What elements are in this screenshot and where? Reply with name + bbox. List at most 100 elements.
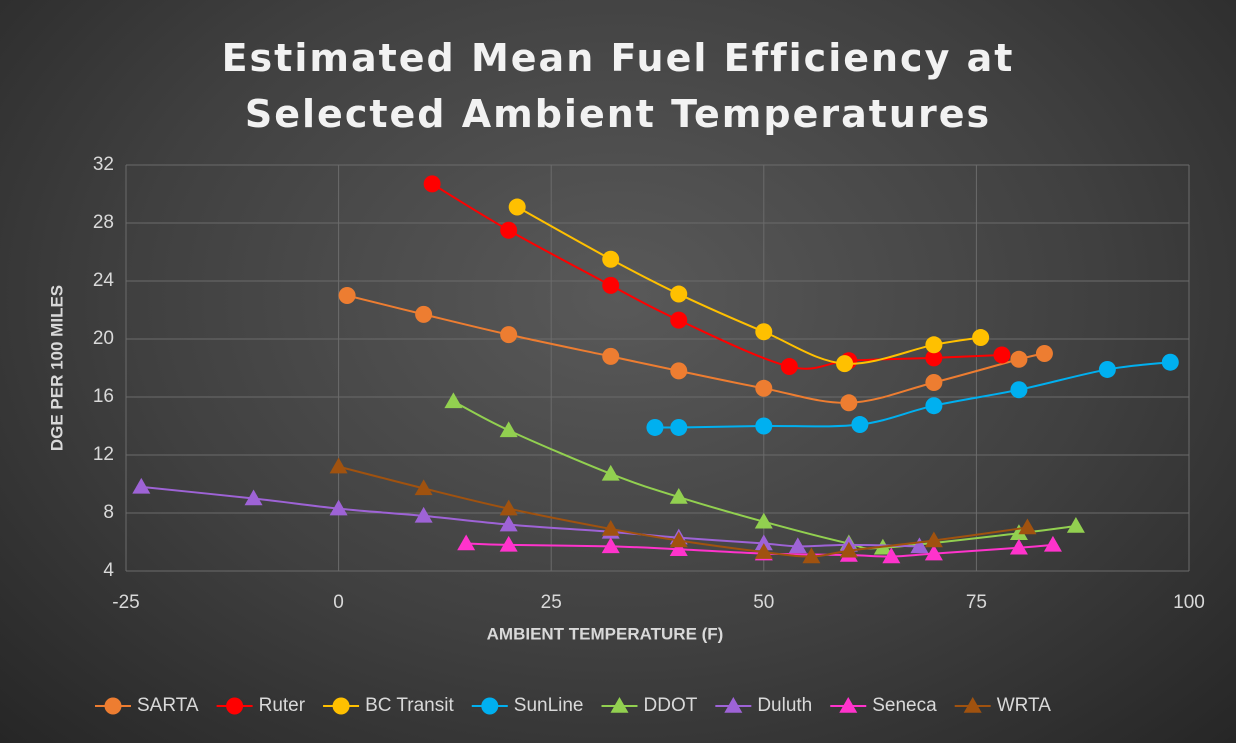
data-point	[646, 418, 664, 436]
x-axis-title: AMBIENT TEMPERATURE (F)	[487, 624, 724, 643]
data-point	[244, 489, 263, 506]
data-point	[925, 349, 943, 367]
legend-marker	[332, 697, 350, 715]
data-point	[925, 397, 943, 415]
data-point	[499, 515, 518, 532]
data-point	[754, 534, 773, 551]
data-point	[329, 499, 348, 516]
data-point	[499, 535, 518, 552]
series-line	[338, 465, 1028, 558]
legend-marker	[610, 697, 629, 713]
y-tick-label: 12	[93, 444, 114, 465]
data-point	[414, 479, 433, 496]
data-point	[851, 416, 869, 434]
data-point	[882, 547, 901, 564]
data-point	[802, 547, 821, 564]
data-point	[457, 534, 476, 551]
series-line	[466, 542, 1054, 558]
data-point	[132, 477, 151, 494]
data-point	[602, 250, 620, 268]
data-point	[670, 311, 688, 329]
data-point	[415, 305, 433, 323]
data-point	[755, 417, 773, 435]
data-point	[840, 394, 858, 412]
data-point	[780, 358, 798, 376]
legend-label: BC Transit	[365, 695, 454, 716]
legend-marker	[839, 697, 858, 713]
legend-marker	[963, 697, 982, 713]
data-point	[925, 336, 943, 354]
legend-label: SunLine	[514, 695, 584, 716]
data-point	[601, 519, 620, 536]
data-point	[1066, 517, 1085, 533]
data-point	[754, 512, 773, 529]
data-point	[1098, 360, 1116, 378]
data-point	[1043, 535, 1062, 552]
data-point	[670, 362, 688, 380]
data-point	[602, 276, 620, 294]
data-point	[910, 537, 929, 554]
x-tick-label: -25	[112, 592, 139, 613]
series-line	[516, 206, 981, 365]
data-point	[669, 540, 688, 556]
y-tick-label: 24	[93, 270, 115, 291]
data-point	[755, 379, 773, 397]
data-point	[1009, 524, 1028, 541]
data-point	[508, 198, 526, 216]
x-tick-label: 100	[1173, 592, 1205, 613]
data-point	[414, 506, 433, 523]
data-point	[500, 326, 518, 344]
data-point	[755, 323, 773, 341]
series-line	[654, 361, 1171, 429]
data-point	[670, 418, 688, 436]
y-tick-label: 32	[93, 154, 114, 175]
legend-label: Seneca	[872, 695, 937, 716]
data-point	[601, 464, 620, 481]
data-point	[499, 499, 518, 516]
legend-label: DDOT	[644, 695, 698, 716]
legend-label: Ruter	[259, 695, 306, 716]
series-line	[141, 485, 920, 548]
legend-marker	[104, 697, 122, 715]
data-point	[924, 544, 943, 561]
x-tick-label: 50	[753, 592, 774, 613]
data-point	[499, 421, 518, 438]
data-point	[972, 329, 990, 347]
series-line	[346, 294, 1045, 404]
legend-marker	[724, 697, 743, 713]
legend-label: WRTA	[997, 695, 1052, 716]
x-tick-label: 0	[333, 592, 344, 613]
data-point	[338, 287, 356, 304]
data-point	[601, 537, 620, 554]
data-point	[788, 537, 807, 554]
y-tick-label: 4	[103, 560, 114, 581]
x-tick-label: 75	[966, 592, 987, 613]
y-tick-label: 20	[93, 328, 114, 349]
data-point	[1035, 345, 1053, 362]
data-point	[669, 488, 688, 504]
data-point	[670, 285, 688, 303]
y-tick-label: 28	[93, 212, 114, 233]
data-point	[839, 541, 858, 558]
legend-label: SARTA	[137, 695, 199, 716]
legend-marker	[226, 697, 244, 715]
legend-label: Duluth	[757, 695, 812, 716]
data-point	[1010, 350, 1028, 368]
data-point	[329, 457, 348, 474]
data-point	[444, 392, 463, 409]
legend-marker	[481, 697, 499, 715]
data-point	[993, 346, 1011, 364]
data-point	[1161, 353, 1179, 371]
y-axis-title: DGE PER 100 MILES	[47, 285, 66, 451]
data-point	[423, 175, 441, 193]
y-tick-label: 16	[93, 386, 114, 407]
data-point	[754, 543, 773, 559]
data-point	[925, 374, 943, 391]
data-point	[1009, 538, 1028, 555]
y-tick-label: 8	[103, 502, 114, 523]
data-point	[924, 531, 943, 548]
data-point	[602, 347, 620, 365]
chart-title: Estimated Mean Fuel Efficiency at Select…	[221, 36, 1015, 136]
